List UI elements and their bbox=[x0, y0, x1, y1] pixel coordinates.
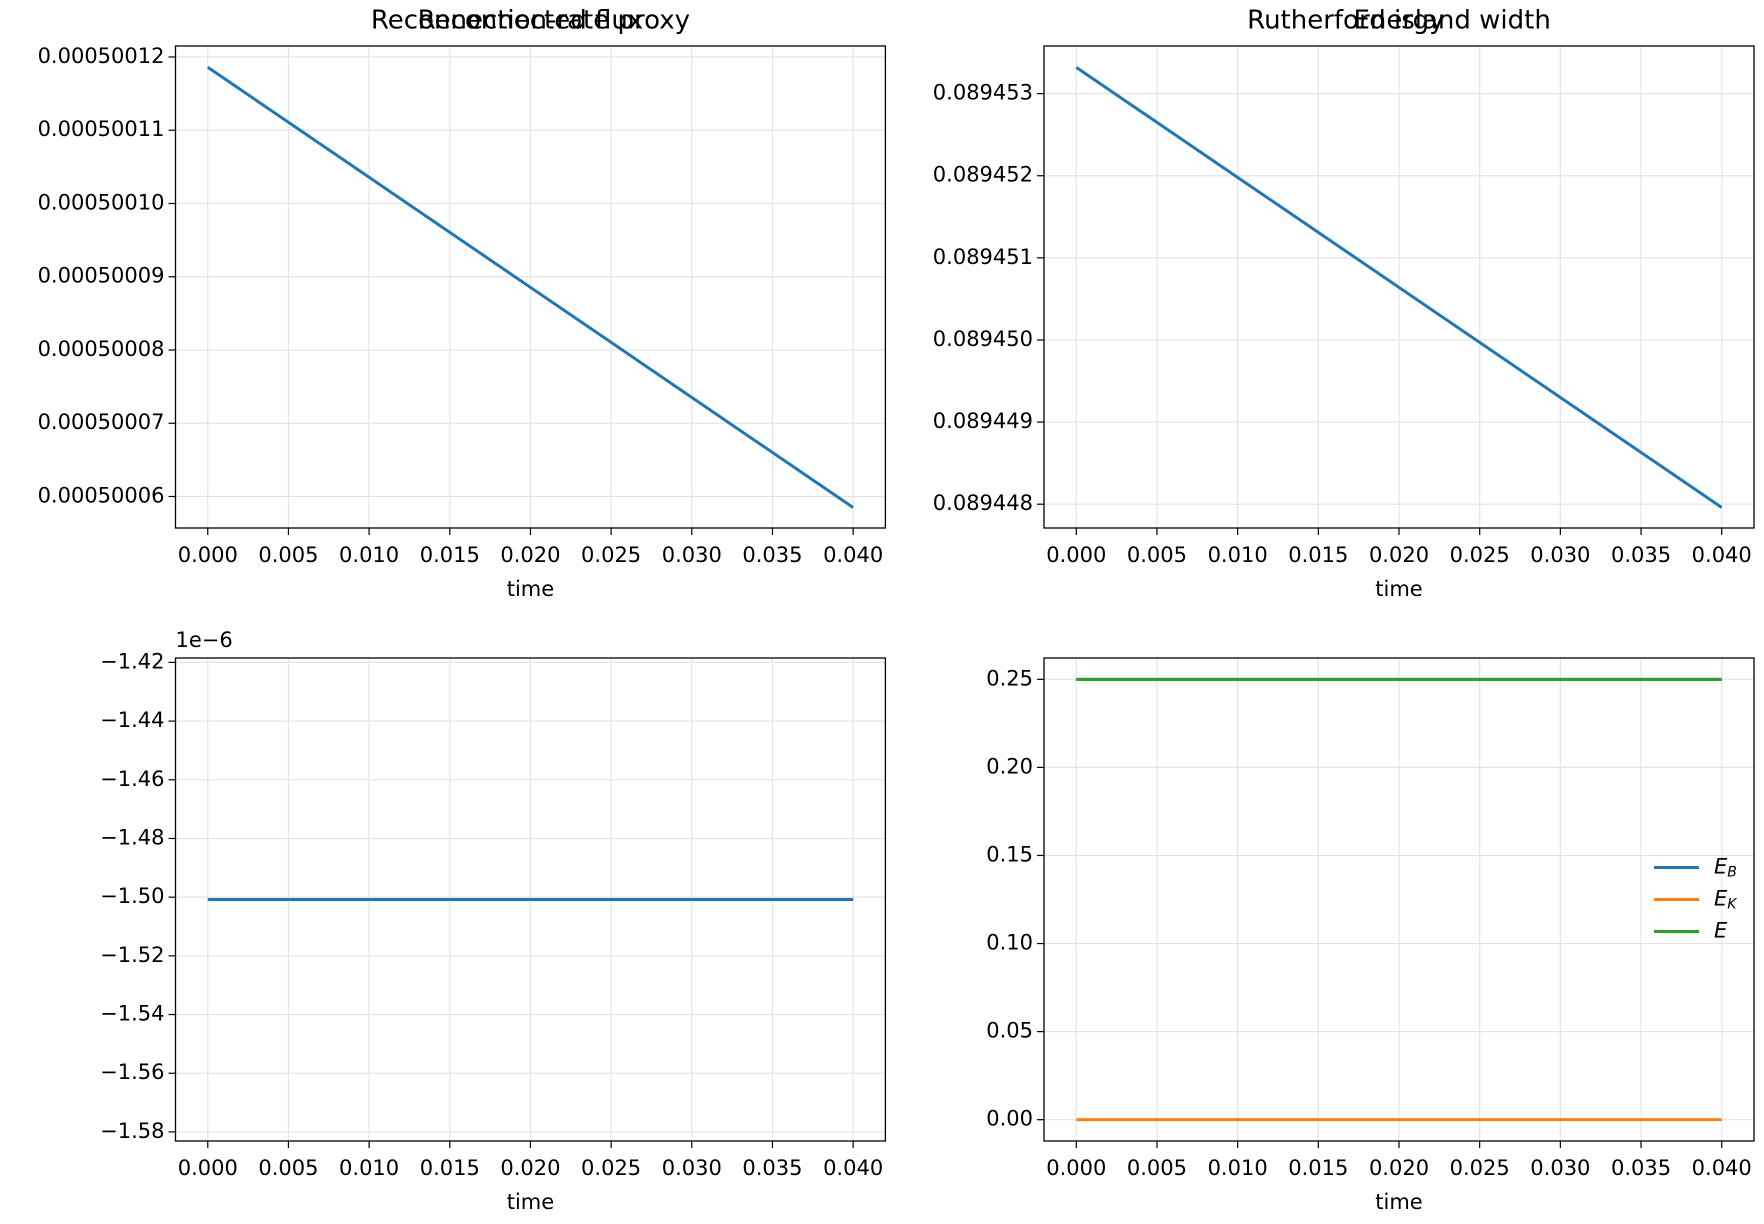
y-tick-label: 0.089452 bbox=[933, 163, 1033, 187]
x-tick-label: 0.020 bbox=[500, 543, 560, 567]
subplot: Rutherford island width time 0.000 0.005 0.0… bbox=[933, 6, 1755, 601]
plot-frame bbox=[174, 45, 887, 529]
x-tick-label: 0.035 bbox=[1611, 543, 1671, 567]
chart-title: Rutherford island width bbox=[1247, 6, 1551, 36]
x-tick-label: 0.005 bbox=[1127, 1156, 1187, 1180]
x-tick-label: 0.025 bbox=[581, 1156, 641, 1180]
x-tick-label: 0.025 bbox=[1450, 1156, 1510, 1180]
y-tick-label: 0.089448 bbox=[933, 491, 1033, 515]
x-tick-label: 0.040 bbox=[1692, 543, 1752, 567]
y-tick-label: 0.00050009 bbox=[38, 264, 165, 288]
x-tick-label: 0.030 bbox=[1530, 1156, 1590, 1180]
x-axis-label: time bbox=[507, 1190, 554, 1214]
chart-title: Energy bbox=[1353, 6, 1444, 36]
x-tick-label: 0.015 bbox=[420, 543, 480, 567]
y-tick-label: −1.42 bbox=[100, 649, 164, 673]
y-tick-label: −1.58 bbox=[100, 1119, 164, 1143]
y-tick-label: 0.00050006 bbox=[38, 484, 165, 508]
subplot: Energy time 0.000 0.005 0.010 0.015 0.020 0.025… bbox=[986, 6, 1755, 1214]
y-tick-label: 0.00050008 bbox=[38, 337, 165, 361]
x-tick-label: 0.030 bbox=[662, 543, 722, 567]
y-tick-label: 0.05 bbox=[986, 1019, 1033, 1043]
x-tick-label: 0.040 bbox=[823, 543, 883, 567]
y-tick-label: 0.089449 bbox=[933, 409, 1033, 433]
x-tick-label: 0.010 bbox=[1208, 543, 1268, 567]
x-tick-label: 0.040 bbox=[823, 1156, 883, 1180]
y-tick-label: −1.46 bbox=[100, 767, 164, 791]
y-tick-label: 0.00050007 bbox=[38, 410, 165, 434]
legend-label: E bbox=[1714, 919, 1728, 943]
x-tick-label: 0.035 bbox=[742, 543, 802, 567]
plot-frame bbox=[1043, 45, 1755, 529]
x-tick-label: 0.000 bbox=[178, 543, 238, 567]
x-tick-label: 0.020 bbox=[500, 1156, 560, 1180]
x-axis-label: time bbox=[1375, 577, 1422, 601]
plot-frame bbox=[174, 657, 887, 1142]
x-tick-label: 0.030 bbox=[662, 1156, 722, 1180]
x-tick-label: 0.015 bbox=[1288, 543, 1348, 567]
y-scale-label: 1e−6 bbox=[176, 628, 233, 652]
x-tick-label: 0.010 bbox=[339, 1156, 399, 1180]
x-tick-label: 0.000 bbox=[1046, 543, 1106, 567]
y-tick-label: 0.00050012 bbox=[38, 44, 165, 68]
x-tick-label: 0.035 bbox=[1611, 1156, 1671, 1180]
x-tick-label: 0.020 bbox=[1369, 543, 1429, 567]
data-line bbox=[1075, 66, 1723, 509]
x-tick-label: 0.025 bbox=[1450, 543, 1510, 567]
y-tick-label: −1.56 bbox=[100, 1060, 164, 1084]
subplot: Reconnected flux time 0.000 0.005 0.010 0.015… bbox=[38, 6, 887, 601]
x-tick-label: 0.005 bbox=[258, 543, 318, 567]
y-tick-label: −1.50 bbox=[100, 884, 164, 908]
y-tick-label: 0.089451 bbox=[933, 245, 1033, 269]
y-tick-label: 0.20 bbox=[986, 754, 1033, 778]
y-tick-label: 0.10 bbox=[986, 931, 1033, 955]
x-tick-label: 0.035 bbox=[742, 1156, 802, 1180]
subplot: Reconnection-rate proxy time 1e−6 0.000 0.00… bbox=[100, 6, 887, 1214]
x-tick-label: 0.015 bbox=[1288, 1156, 1348, 1180]
x-tick-label: 0.020 bbox=[1369, 1156, 1429, 1180]
y-tick-label: −1.54 bbox=[100, 1002, 164, 1026]
y-tick-label: −1.48 bbox=[100, 825, 164, 849]
y-tick-label: −1.44 bbox=[100, 708, 164, 732]
x-tick-label: 0.005 bbox=[258, 1156, 318, 1180]
x-tick-label: 0.015 bbox=[420, 1156, 480, 1180]
legend: EB EK E bbox=[1654, 855, 1738, 943]
y-tick-label: 0.089450 bbox=[933, 327, 1033, 351]
x-tick-label: 0.030 bbox=[1530, 543, 1590, 567]
data-line bbox=[206, 66, 854, 509]
x-tick-label: 0.005 bbox=[1127, 543, 1187, 567]
y-tick-label: 0.00050011 bbox=[38, 117, 165, 141]
plot-frame bbox=[1043, 657, 1755, 1142]
y-tick-label: 0.00 bbox=[986, 1107, 1033, 1131]
y-tick-label: 0.15 bbox=[986, 842, 1033, 866]
y-tick-label: 0.089453 bbox=[933, 81, 1033, 105]
y-tick-label: 0.00050010 bbox=[38, 190, 165, 214]
x-axis-label: time bbox=[1375, 1190, 1422, 1214]
legend-label: EB bbox=[1714, 855, 1737, 881]
x-tick-label: 0.040 bbox=[1692, 1156, 1752, 1180]
x-tick-label: 0.010 bbox=[1208, 1156, 1268, 1180]
x-axis-label: time bbox=[507, 577, 554, 601]
x-tick-label: 0.025 bbox=[581, 543, 641, 567]
chart-title: Reconnected flux bbox=[418, 6, 644, 36]
y-tick-label: −1.52 bbox=[100, 943, 164, 967]
x-tick-label: 0.000 bbox=[178, 1156, 238, 1180]
chart-title: Reconnection-rate proxy bbox=[371, 6, 690, 36]
legend-label: EK bbox=[1714, 887, 1738, 913]
y-tick-label: 0.25 bbox=[986, 666, 1033, 690]
x-tick-label: 0.010 bbox=[339, 543, 399, 567]
x-tick-label: 0.000 bbox=[1046, 1156, 1106, 1180]
